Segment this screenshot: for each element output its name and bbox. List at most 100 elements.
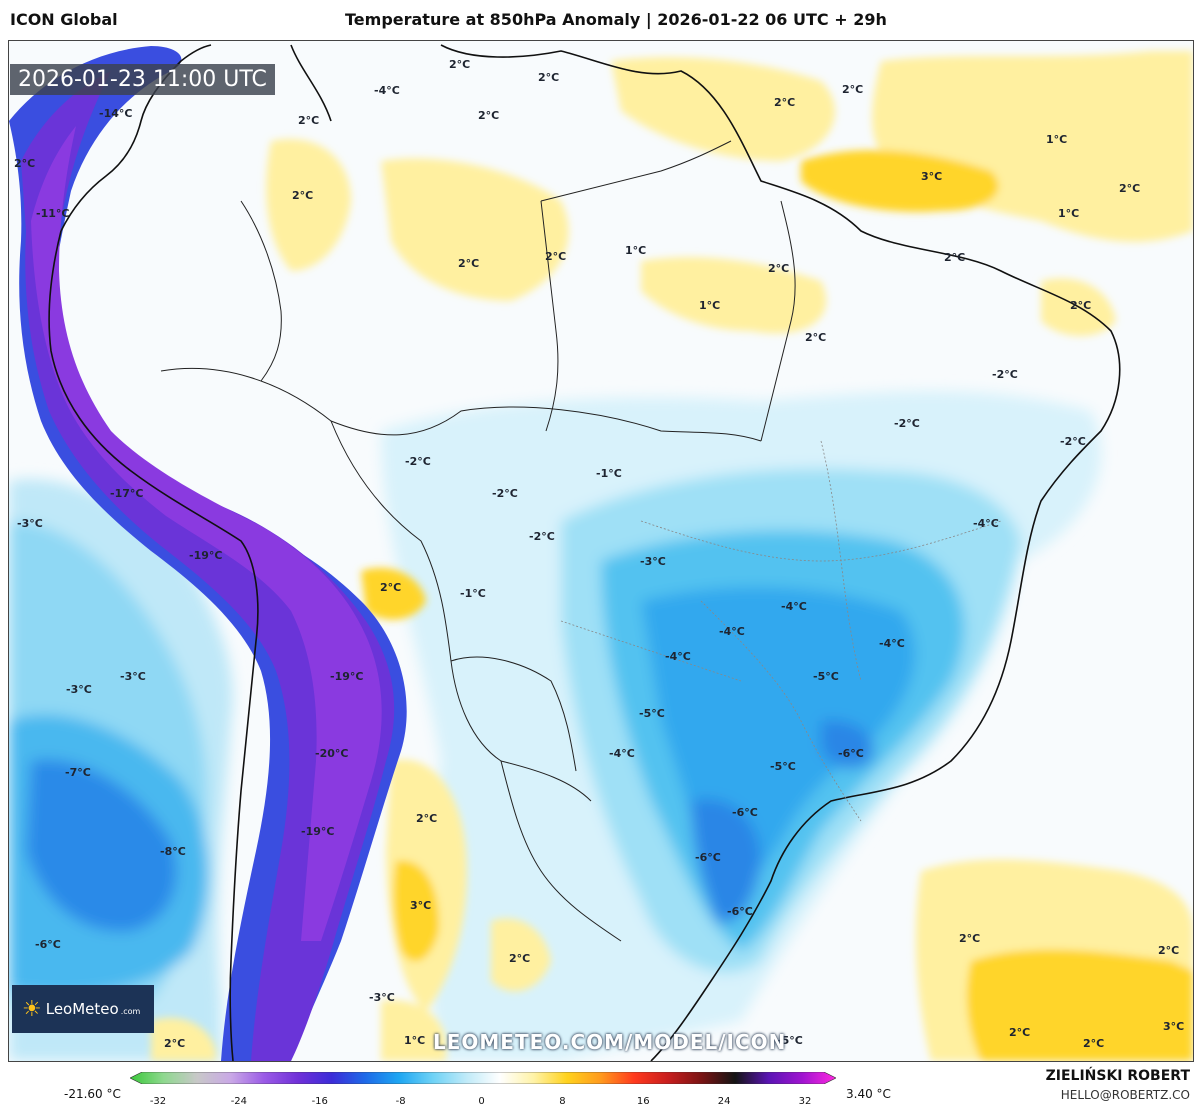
contour-label: -20°C [315,747,349,760]
contour-label: 3°C [1163,1020,1185,1033]
contour-label: -4°C [665,650,691,663]
colorbar-tick: 32 [798,1096,812,1107]
colorbar-tick: -24 [230,1096,248,1107]
contour-label: -3°C [120,670,146,683]
contour-label: 2°C [1119,182,1141,195]
colorbar-tick: -16 [311,1096,328,1107]
contour-label: -11°C [36,207,70,220]
colorbar-gradient [130,1072,836,1084]
contour-label: 1°C [1058,207,1080,220]
contour-label: 2°C [959,932,981,945]
contour-label: -1°C [460,587,486,600]
contour-label: -3°C [17,517,43,530]
contour-label: -7°C [65,766,91,779]
contour-label: -6°C [838,747,864,760]
contour-label: 2°C [1009,1026,1031,1039]
colorbar-min-label: -21.60 °C [64,1087,121,1101]
colorbar-tick: -8 [395,1096,406,1107]
model-name: ICON Global [10,10,118,29]
map-area[interactable]: 2°C 2°C -4°C 2°C 2°C -14°C 2°C 2°C 1°C 2°C 3°C 2°C 2… [8,40,1194,1062]
contour-label: -5°C [639,707,665,720]
contour-label: 1°C [699,299,721,312]
contour-label: 2°C [509,952,531,965]
contour-label: -6°C [695,851,721,864]
andes-cold-anomaly [9,46,407,1061]
contour-label: 2°C [842,83,864,96]
contour-label: 2°C [545,250,567,263]
contour-label: -2°C [529,530,555,543]
contour-label: 1°C [625,244,647,257]
anomaly-map [9,41,1193,1061]
colorbar [130,1072,836,1084]
coastline [48,44,1121,1061]
contour-label: -4°C [374,84,400,97]
brazil-cold-anomaly [381,391,1102,1061]
contour-label: 3°C [410,899,432,912]
contour-label: -19°C [189,549,223,562]
contour-label: -19°C [301,825,335,838]
header: ICON Global Temperature at 850hPa Anomal… [0,0,1200,40]
contour-label: -3°C [66,683,92,696]
leometeo-logo[interactable]: ☀ LeoMeteo .com [12,985,154,1033]
map-title: Temperature at 850hPa Anomaly | 2026-01-… [345,10,887,29]
state-borders [560,440,1002,822]
contour-label: -2°C [894,417,920,430]
country-borders [160,140,796,942]
contour-label: 2°C [1083,1037,1105,1050]
contour-label: -2°C [992,368,1018,381]
contour-label: -4°C [609,747,635,760]
contour-label: 2°C [298,114,320,127]
contour-label: -5°C [770,760,796,773]
contour-label: 2°C [768,262,790,275]
author-contact[interactable]: HELLO@ROBERTZ.CO [1060,1088,1190,1102]
contour-label: 2°C [538,71,560,84]
colorbar-tick: 16 [636,1096,650,1107]
contour-label: 2°C [380,581,402,594]
author-name: ZIELIŃSKI ROBERT [1045,1068,1190,1084]
colorbar-tick: 0 [478,1096,485,1107]
contour-label: -4°C [879,637,905,650]
contour-label: -4°C [781,600,807,613]
contour-label: -4°C [973,517,999,530]
contour-label: -2°C [492,487,518,500]
colorbar-max-label: 3.40 °C [846,1087,891,1101]
contour-label: -5°C [777,1034,803,1047]
contour-label: -6°C [732,806,758,819]
contour-label: -6°C [35,938,61,951]
contour-label: 2°C [805,331,827,344]
contour-label: -1°C [596,467,622,480]
contour-label: 3°C [921,170,943,183]
contour-label: 2°C [1070,299,1092,312]
contour-label: 2°C [774,96,796,109]
sun-icon: ☀ [22,996,42,1022]
contour-label: 2°C [292,189,314,202]
contour-label: 1°C [1046,133,1068,146]
watermark-url[interactable]: LEOMETEO.COM/MODEL/ICON [433,1030,787,1054]
logo-suffix: .com [120,1007,141,1016]
contour-label: 2°C [458,257,480,270]
contour-label: 2°C [14,157,36,170]
contour-label: -3°C [640,555,666,568]
contour-label: 2°C [478,109,500,122]
contour-label: 2°C [1158,944,1180,957]
pacific-cold-anomaly [9,479,233,1061]
contour-label: 2°C [449,58,471,71]
contour-label: 2°C [164,1037,186,1050]
logo-name: LeoMeteo [45,1000,119,1018]
contour-label: 1°C [404,1034,426,1047]
contour-label: 2°C [416,812,438,825]
contour-label: -5°C [813,670,839,683]
valid-time-badge: 2026-01-23 11:00 UTC [10,64,275,95]
contour-label: -6°C [727,905,753,918]
contour-label: -19°C [330,670,364,683]
contour-label: -2°C [405,455,431,468]
colorbar-tick: 24 [717,1096,731,1107]
contour-label: -14°C [99,107,133,120]
colorbar-tick: -32 [149,1096,167,1107]
contour-label: -3°C [369,991,395,1004]
contour-label: -17°C [110,487,144,500]
contour-label: -2°C [1060,435,1086,448]
contour-label: -8°C [160,845,186,858]
contour-label: -4°C [719,625,745,638]
colorbar-tick: 8 [559,1096,566,1107]
